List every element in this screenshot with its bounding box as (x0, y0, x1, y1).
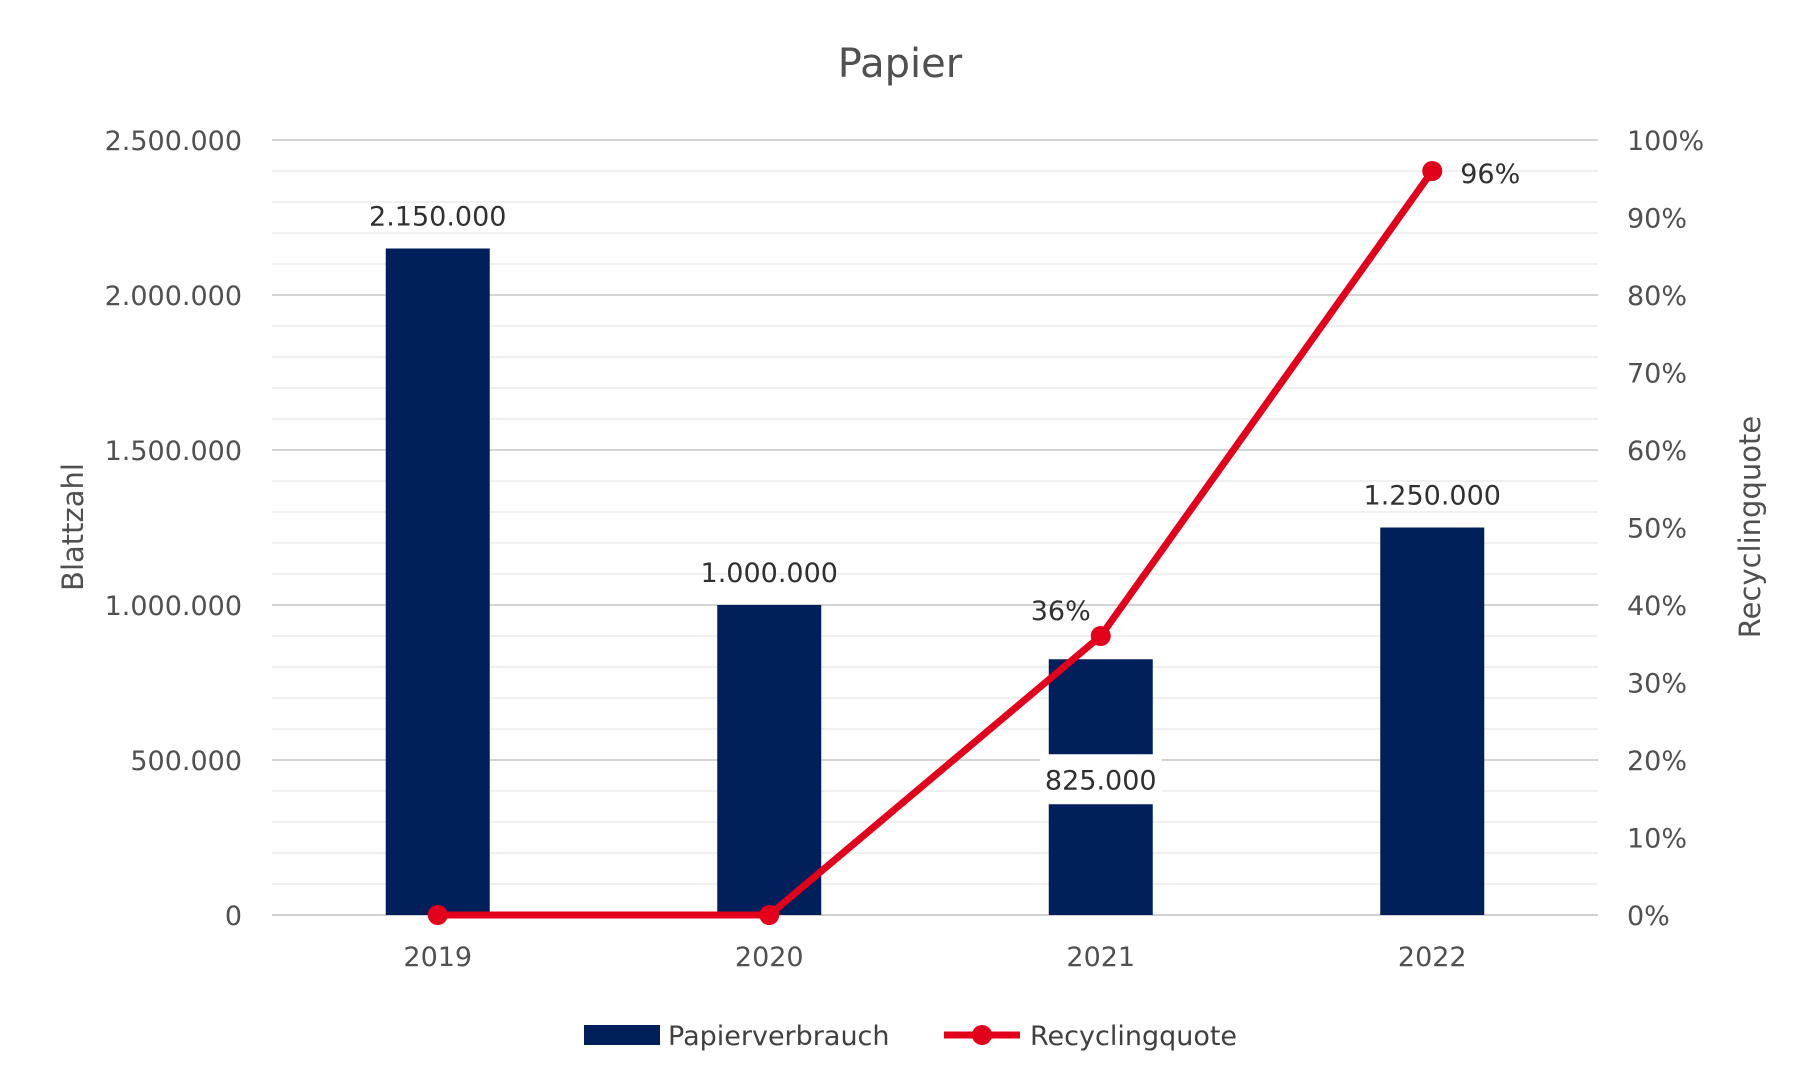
bar-series-papierverbrauch (385, 248, 1485, 915)
line-data-label: 36% (1031, 596, 1091, 627)
x-tick-label: 2019 (403, 942, 472, 973)
y2-tick-label: 50% (1627, 514, 1687, 545)
y2-tick-label: 0% (1627, 901, 1670, 932)
y2-tick-label: 100% (1627, 126, 1704, 157)
bar (385, 248, 490, 915)
y-tick-label: 2.500.000 (105, 126, 242, 157)
x-axis-ticks: 2019 2020 2021 2022 (403, 942, 1466, 973)
y-axis-right-title: Recyclingquote (1733, 416, 1767, 638)
y2-tick-label: 60% (1627, 436, 1687, 467)
x-tick-label: 2020 (735, 942, 804, 973)
y2-tick-label: 10% (1627, 824, 1687, 855)
y-tick-label: 0 (225, 901, 242, 932)
y2-tick-label: 20% (1627, 746, 1687, 777)
line-point (759, 905, 780, 925)
line-point (1090, 626, 1111, 646)
legend-label: Recyclingquote (1030, 1021, 1237, 1052)
legend-swatch-marker (972, 1025, 992, 1045)
x-tick-label: 2021 (1066, 942, 1135, 973)
line-point (1422, 161, 1443, 181)
legend-swatch-bar (584, 1025, 660, 1045)
chart-title: Papier (838, 41, 963, 87)
y2-tick-label: 40% (1627, 591, 1687, 622)
series-line (434, 167, 1436, 919)
data-label-background (1039, 754, 1162, 805)
y-axis-right-ticks: 0% 10% 20% 30% 40% 50% 60% 70% 80% 90% 100% (1627, 126, 1704, 932)
legend: Papierverbrauch Recyclingquote (584, 1021, 1237, 1052)
line-data-label: 96% (1460, 159, 1520, 190)
line-series-recyclingquote (427, 161, 1443, 925)
bar-data-label: 1.250.000 (1364, 481, 1501, 512)
legend-label: Papierverbrauch (668, 1021, 890, 1052)
x-tick-label: 2022 (1398, 942, 1467, 973)
gridlines (272, 139, 1598, 916)
y-tick-label: 1.500.000 (105, 436, 242, 467)
y-tick-label: 2.000.000 (105, 281, 242, 312)
y-tick-label: 500.000 (130, 746, 242, 777)
bar-data-label: 825.000 (1045, 765, 1157, 796)
y2-tick-label: 70% (1627, 359, 1687, 390)
y-axis-left-title: Blattzahl (56, 463, 90, 591)
bar-data-label: 2.150.000 (369, 202, 506, 233)
y2-tick-label: 90% (1627, 204, 1687, 235)
bar (717, 605, 822, 915)
data-labels: 2.150.000 1.000.000 825.000 1.250.000 36% 96% (369, 159, 1520, 805)
y2-tick-label: 30% (1627, 669, 1687, 700)
y2-tick-label: 80% (1627, 281, 1687, 312)
y-axis-left-ticks: 0 500.000 1.000.000 1.500.000 2.000.000 2.500… (105, 126, 242, 932)
bar-data-label: 1.000.000 (701, 558, 838, 589)
line-point (427, 905, 448, 925)
bar (1380, 527, 1485, 915)
y-tick-label: 1.000.000 (105, 591, 242, 622)
